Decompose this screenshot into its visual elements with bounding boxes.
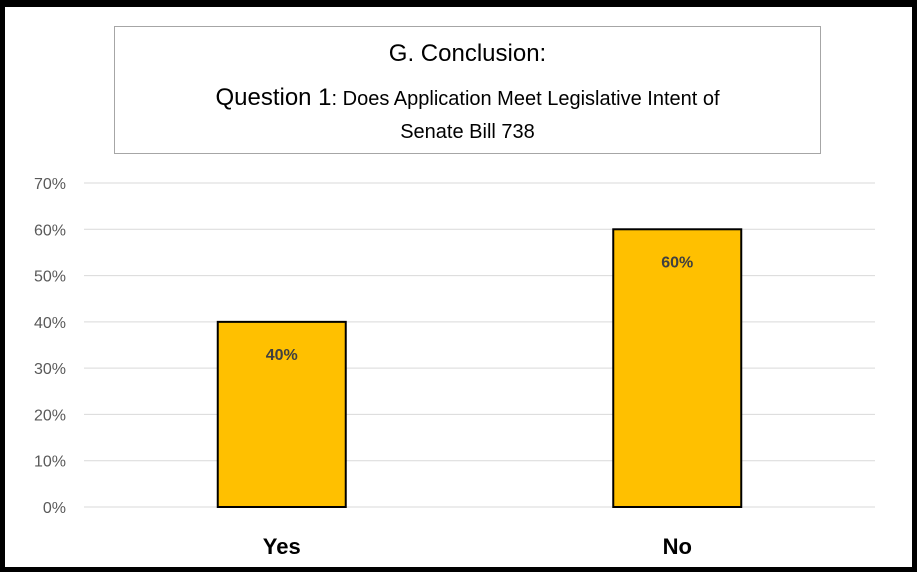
y-tick-label: 20% [34, 407, 66, 424]
chart-title-line-2: Question 1: Does Application Meet Legisl… [115, 83, 820, 116]
y-tick-label: 0% [43, 500, 66, 517]
bar [216, 320, 347, 508]
data-label: 60% [661, 254, 693, 271]
chart-title-question-number: Question 1 [215, 84, 332, 111]
y-tick-label: 10% [34, 454, 66, 471]
chart-title-line-3: Senate Bill 738 [400, 121, 535, 143]
y-tick-label: 50% [34, 269, 66, 286]
x-tick-label: No [663, 534, 692, 559]
y-tick-label: 30% [34, 361, 66, 378]
data-label: 40% [266, 347, 298, 364]
y-tick-label: 70% [34, 176, 66, 193]
chart-title-question-text: : Does Application Meet Legislative Inte… [331, 88, 720, 110]
bar [612, 228, 743, 509]
chart-title-line-1: G. Conclusion: [388, 40, 547, 67]
y-tick-label: 40% [34, 315, 66, 332]
y-tick-label: 60% [34, 222, 66, 239]
x-tick-label: Yes [263, 534, 301, 559]
chart-title-box: G. Conclusion: Question 1: Does Applicat… [114, 26, 821, 154]
